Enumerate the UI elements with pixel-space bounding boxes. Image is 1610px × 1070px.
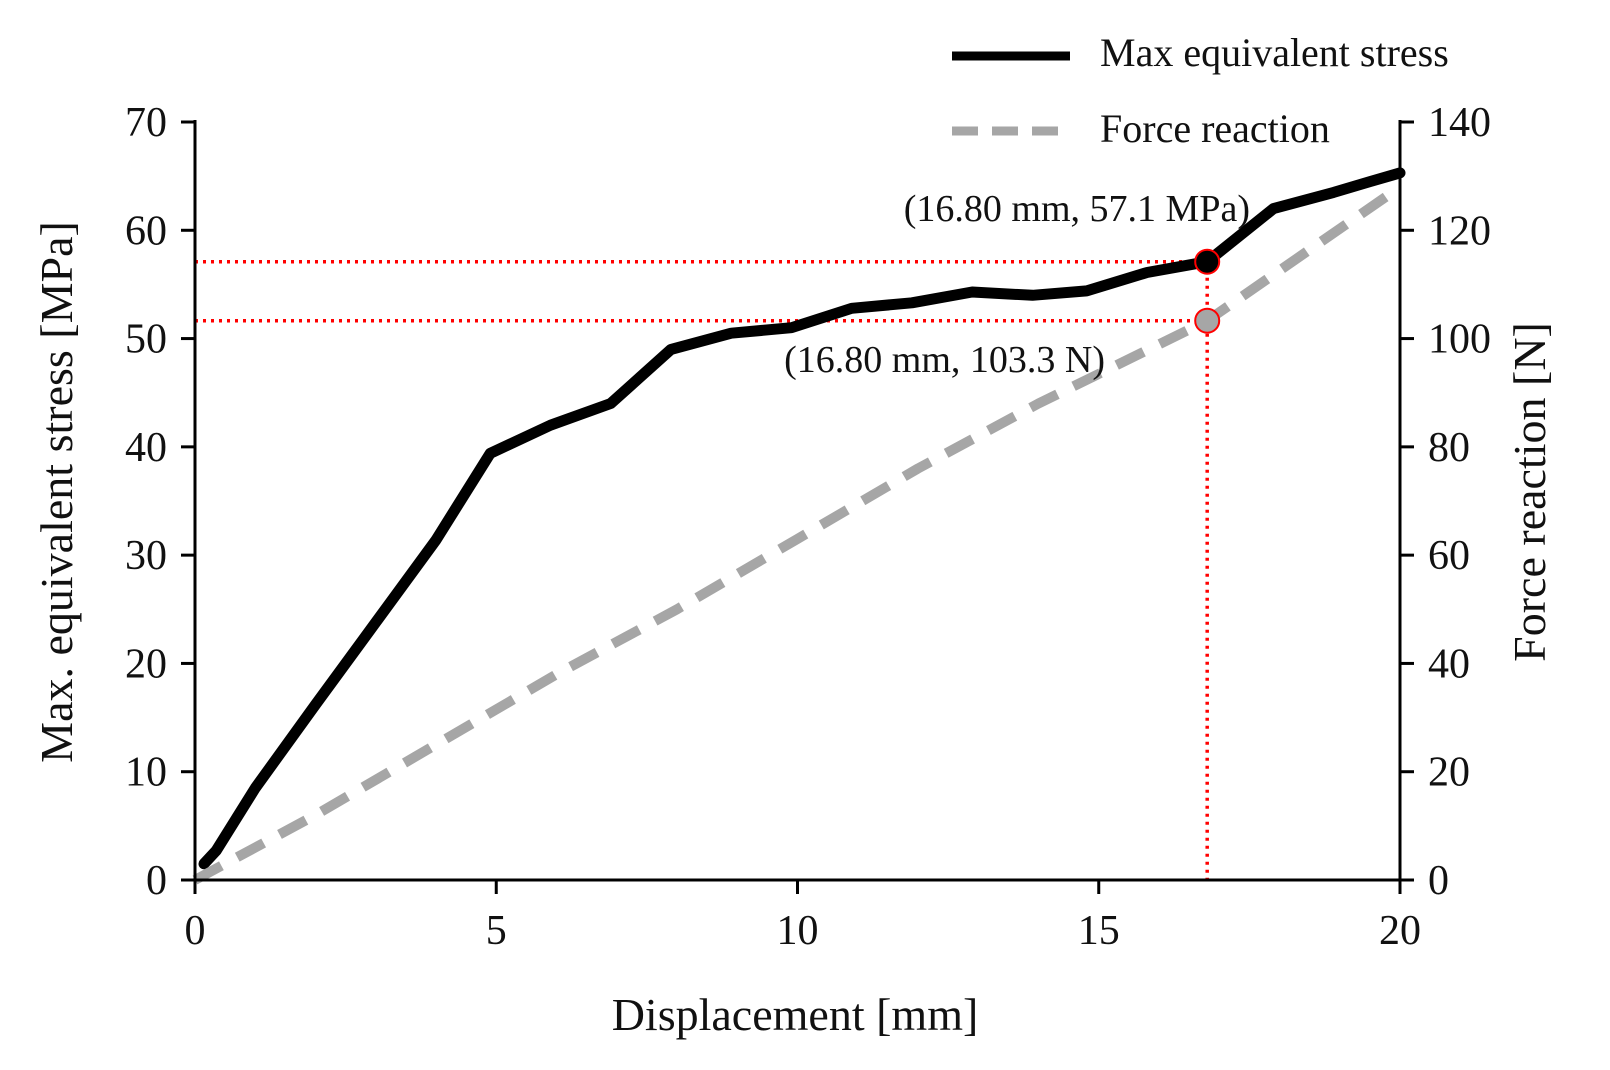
axes [193, 120, 1402, 882]
y-tick-label: 20 [125, 641, 167, 687]
markers [1194, 248, 1221, 334]
y2-tick-label: 80 [1428, 425, 1470, 471]
annotation-stress-label: (16.80 mm, 57.1 MPa) [904, 188, 1250, 230]
y2-tick-label: 120 [1428, 208, 1491, 254]
y2-tick-label: 140 [1428, 100, 1491, 146]
y-tick-label: 0 [146, 858, 167, 904]
y2-tick-label: 40 [1428, 641, 1470, 687]
y2-tick-label: 100 [1428, 317, 1491, 363]
y-tick-label: 10 [125, 750, 167, 796]
y-tick-label: 50 [125, 317, 167, 363]
y-axis-title: Max. equivalent stress [MPa] [31, 221, 82, 763]
x-tick-label: 5 [486, 908, 507, 954]
x-tick-label: 20 [1379, 908, 1421, 954]
series-line-max-stress [198, 167, 1406, 870]
reference-guides [195, 259, 1209, 880]
series-layer [192, 167, 1406, 885]
x-tick-label: 10 [777, 908, 819, 954]
legend: Max equivalent stress Force reaction [952, 30, 1449, 151]
y-tick-label: 30 [125, 533, 167, 579]
x-axis-title: Displacement [mm] [612, 989, 979, 1040]
annotation-force-label: (16.80 mm, 103.3 N) [784, 339, 1105, 381]
ticks: 0 5 10 15 2001020304050607002040608010012014… [125, 100, 1491, 954]
x-tick-label: 15 [1078, 908, 1120, 954]
y2-tick-label: 0 [1428, 858, 1449, 904]
y2-tick-label: 20 [1428, 750, 1470, 796]
y-tick-label: 40 [125, 425, 167, 471]
marker-stress-point [1194, 248, 1221, 275]
series-line-force-reaction [192, 182, 1403, 885]
y-tick-label: 60 [125, 208, 167, 254]
y2-axis-title: Force reaction [N] [1504, 322, 1555, 662]
y2-tick-label: 60 [1428, 533, 1470, 579]
legend-label-force: Force reaction [1100, 106, 1330, 151]
marker-force-point [1194, 307, 1221, 334]
x-tick-label: 0 [185, 908, 206, 954]
legend-label-stress: Max equivalent stress [1100, 30, 1449, 75]
y-tick-label: 70 [125, 100, 167, 146]
